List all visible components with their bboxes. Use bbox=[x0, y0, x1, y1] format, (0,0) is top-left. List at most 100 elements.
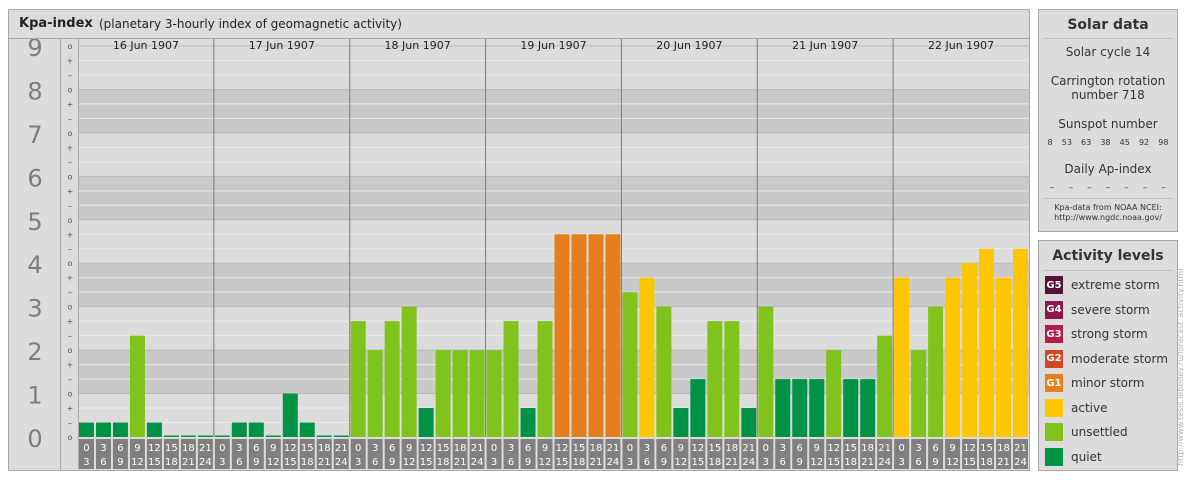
hour-slot-box bbox=[333, 439, 349, 469]
hour-slot-box bbox=[350, 439, 366, 469]
hour-slot-box bbox=[486, 439, 502, 469]
hour-start-label: 15 bbox=[980, 443, 993, 454]
kp-bar bbox=[979, 248, 995, 437]
hour-slot-box bbox=[588, 439, 604, 469]
legend-item: G1 minor storm bbox=[1045, 373, 1144, 393]
hour-slot-box bbox=[809, 439, 825, 469]
day-label: 20 Jun 1907 bbox=[656, 39, 722, 52]
kp-bar bbox=[112, 422, 128, 437]
y-tick-label: 2 bbox=[27, 338, 42, 366]
y-minor-label: + bbox=[67, 404, 74, 413]
hour-end-label: 21 bbox=[454, 457, 467, 468]
y-minor-label: o bbox=[68, 129, 73, 138]
solar-data-title: Solar data bbox=[1067, 17, 1149, 33]
hour-end-label: 9 bbox=[525, 457, 531, 468]
hour-start-label: 0 bbox=[627, 443, 633, 454]
kp-bar bbox=[452, 350, 468, 437]
kp-bar bbox=[843, 379, 859, 437]
hour-end-label: 18 bbox=[573, 457, 586, 468]
hour-start-label: 21 bbox=[1014, 443, 1027, 454]
legend-swatch: G4 bbox=[1045, 300, 1063, 319]
hour-end-label: 6 bbox=[372, 457, 378, 468]
y-tick-label: 8 bbox=[27, 77, 42, 105]
hour-end-label: 3 bbox=[83, 457, 89, 468]
hour-slot-box bbox=[265, 439, 281, 469]
hour-end-label: 9 bbox=[932, 457, 938, 468]
hour-slot-box bbox=[673, 439, 689, 469]
hour-start-label: 9 bbox=[542, 443, 548, 454]
y-minor-label: + bbox=[67, 361, 74, 370]
hour-slot-box bbox=[316, 439, 332, 469]
sunspot-value: 63 bbox=[1081, 138, 1092, 147]
hour-start-label: 0 bbox=[355, 443, 361, 454]
ap-index-values: – – – – – – – bbox=[1039, 181, 1177, 195]
hour-end-label: 15 bbox=[963, 457, 976, 468]
y-minor-label: – bbox=[68, 332, 72, 341]
y-minor-label: o bbox=[68, 85, 73, 94]
sunspot-value: 53 bbox=[1061, 138, 1072, 147]
kp-bar bbox=[894, 277, 910, 437]
kp-bar bbox=[775, 379, 791, 437]
hour-end-label: 9 bbox=[253, 457, 259, 468]
kp-bar bbox=[401, 306, 417, 437]
ap-index-value: – bbox=[1050, 183, 1055, 193]
hour-start-label: 0 bbox=[491, 443, 497, 454]
y-minor-label: + bbox=[67, 187, 74, 196]
hour-start-label: 21 bbox=[199, 443, 212, 454]
y-minor-label: o bbox=[68, 172, 73, 181]
legend-item: G5 extreme storm bbox=[1045, 275, 1160, 295]
hour-start-label: 3 bbox=[780, 443, 786, 454]
hour-start-label: 18 bbox=[182, 443, 195, 454]
hour-start-label: 0 bbox=[763, 443, 769, 454]
watermark-text: http://www.tesis.lebedev.ru/forecast_act… bbox=[1176, 269, 1184, 466]
hour-slot-box bbox=[469, 439, 485, 469]
hour-end-label: 15 bbox=[284, 457, 297, 468]
hour-end-label: 24 bbox=[607, 457, 620, 468]
hour-slot-box bbox=[724, 439, 740, 469]
legend-label: severe storm bbox=[1071, 302, 1150, 317]
kp-bar bbox=[316, 435, 332, 437]
legend-label: unsettled bbox=[1071, 425, 1128, 439]
legend-swatch bbox=[1045, 447, 1063, 466]
hour-slot-box bbox=[792, 439, 808, 469]
hour-slot-box bbox=[843, 439, 859, 469]
day-label: 22 Jun 1907 bbox=[928, 39, 994, 52]
data-source-url: http://www.ngdc.noaa.gov/ bbox=[1054, 213, 1162, 222]
hour-start-label: 3 bbox=[100, 443, 106, 454]
y-minor-label: – bbox=[68, 71, 72, 80]
solar-data-panel: Solar data Solar cycle 14 Carrington rot… bbox=[1038, 9, 1178, 232]
kp-bar bbox=[146, 422, 162, 437]
y-tick-label: 1 bbox=[27, 382, 42, 410]
hour-end-label: 6 bbox=[236, 457, 242, 468]
hour-start-label: 18 bbox=[590, 443, 603, 454]
kp-bar bbox=[860, 379, 876, 437]
grid-band bbox=[78, 306, 1029, 351]
kp-bar bbox=[418, 408, 434, 437]
hour-end-label: 12 bbox=[131, 457, 144, 468]
sunspot-title: Sunspot number bbox=[1058, 117, 1158, 131]
hour-end-label: 21 bbox=[182, 457, 195, 468]
hour-start-label: 12 bbox=[691, 443, 704, 454]
kp-bar bbox=[367, 350, 383, 437]
hour-end-label: 21 bbox=[861, 457, 874, 468]
hour-end-label: 24 bbox=[199, 457, 212, 468]
hour-end-label: 24 bbox=[471, 457, 484, 468]
hour-end-label: 6 bbox=[508, 457, 514, 468]
hour-start-label: 6 bbox=[253, 443, 259, 454]
grid-band bbox=[78, 46, 1029, 90]
hour-start-label: 3 bbox=[915, 443, 921, 454]
y-tick-label: 6 bbox=[27, 164, 42, 192]
kp-bar bbox=[180, 435, 196, 437]
hour-start-label: 12 bbox=[963, 443, 976, 454]
legend-swatch: G1 bbox=[1045, 374, 1063, 392]
grid-band bbox=[78, 89, 1029, 133]
kp-bar bbox=[690, 379, 706, 437]
hour-start-label: 3 bbox=[508, 443, 514, 454]
kp-bar bbox=[996, 277, 1012, 437]
day-label: 16 Jun 1907 bbox=[113, 39, 179, 52]
hour-start-label: 12 bbox=[284, 443, 297, 454]
watermark: http://www.tesis.lebedev.ru/forecast_act… bbox=[1176, 269, 1184, 466]
hour-end-label: 6 bbox=[780, 457, 786, 468]
kp-bar bbox=[656, 306, 672, 437]
grid-band bbox=[78, 263, 1029, 307]
